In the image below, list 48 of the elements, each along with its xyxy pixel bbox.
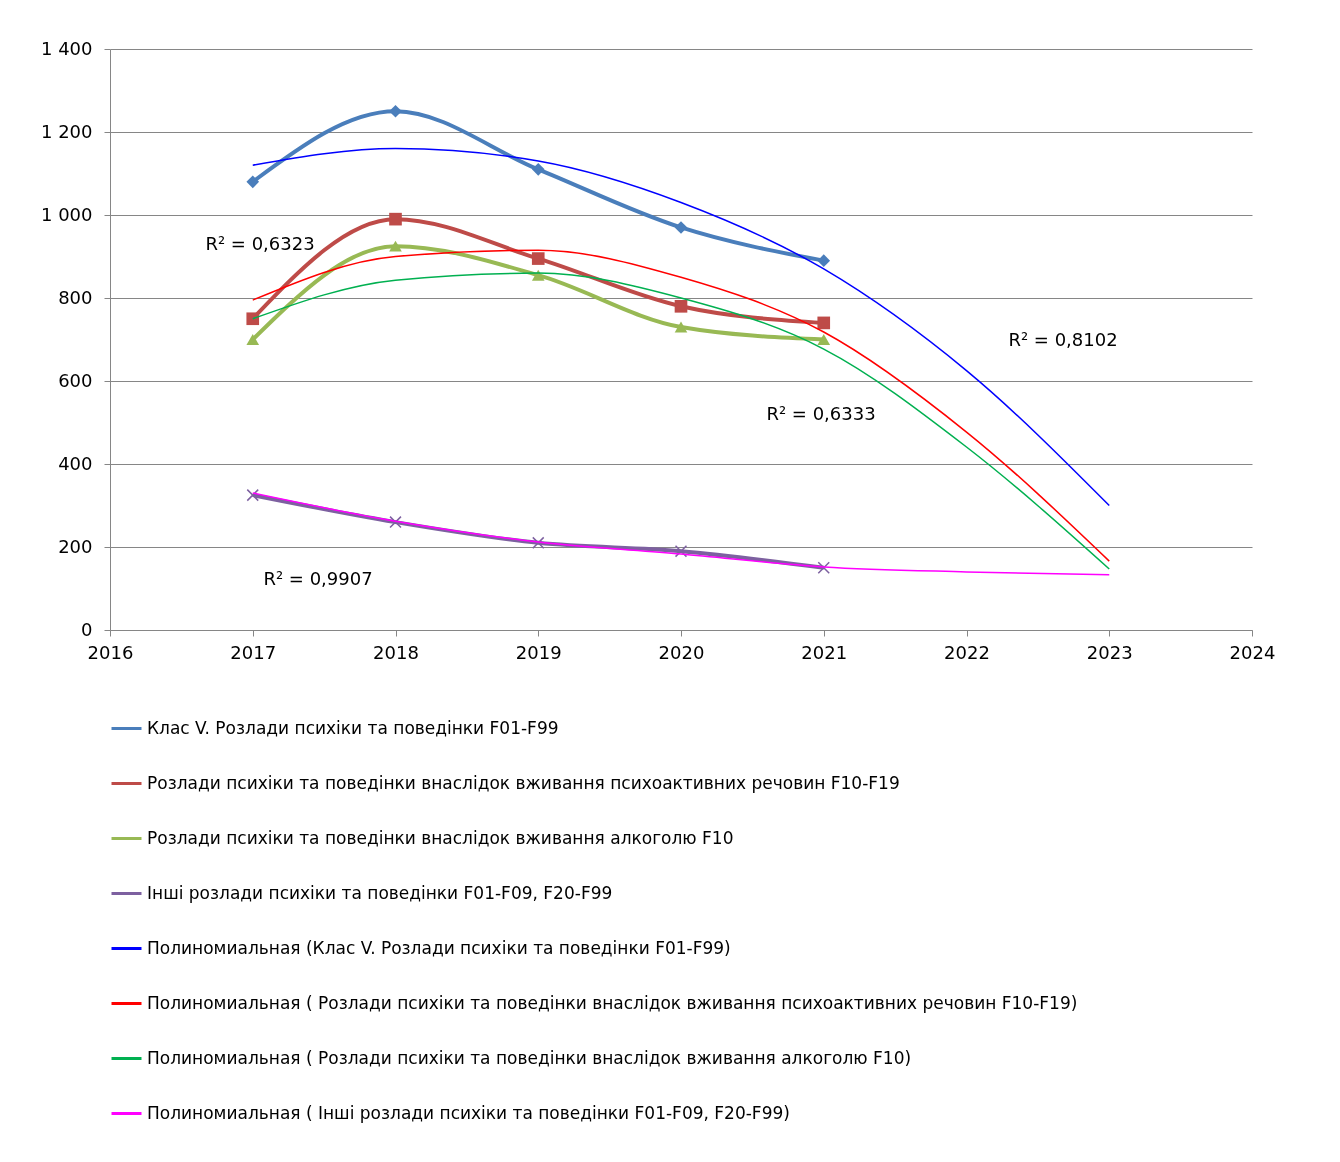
y-tick-label: 200 [58,535,93,557]
point [674,321,688,333]
legend-label: Полиномиальная ( Розлади психіки та поведінки внаслідок вживання алкоголю F10) [147,1047,912,1068]
y-tick-label: 1 200 [40,120,93,142]
legend-label: Клас V. Розлади психіки та поведінки F01-F99 [147,717,559,738]
y-tick-label: 0 [81,618,93,640]
point [246,334,260,345]
legend-label: Розлади психіки та поведінки внаслідок вживання психоактивних речовин F10-F19 [147,772,900,793]
y-tick-label: 600 [58,369,93,391]
annotation: R² = 0,8102 [1008,329,1118,350]
y-tick-label: 400 [58,452,93,474]
x-tick-label: 2018 [373,641,419,663]
y-tick-label: 800 [58,286,93,308]
point [817,561,830,574]
point [817,316,831,330]
point [817,254,831,267]
x-tick-label: 2017 [230,641,277,663]
legend-label: Полиномиальная ( Розлади психіки та поведінки внаслідок вживання психоактивних речовин F10-F19) [147,992,1078,1013]
point [674,221,688,234]
point [389,240,402,252]
point [532,536,545,550]
annotation: R² = 0,9907 [263,568,373,589]
y-tick-label: 1 400 [40,37,93,59]
legend-label: Полиномиальная ( Інші розлади психіки та поведінки F01-F09, F20-F99) [147,1102,790,1123]
point [246,312,260,326]
x-tick-label: 2016 [87,641,134,663]
point [246,175,260,189]
annotation: R² = 0,6333 [766,403,876,424]
x-tick-label: 2022 [944,641,990,663]
y-tick-label: 1 000 [40,203,93,225]
point [817,334,831,345]
point [674,299,688,313]
x-tick-label: 2024 [1229,641,1276,663]
point [246,488,259,502]
legend-label: Розлади психіки та поведінки внаслідок вживання алкоголю F10 [147,827,734,848]
annotation: R² = 0,6323 [205,233,315,254]
x-tick-label: 2019 [515,641,562,663]
point [389,515,402,529]
x-tick-label: 2023 [1086,641,1133,663]
x-tick-label: 2020 [658,641,705,663]
x-tick-label: 2021 [801,641,848,663]
legend-label: Інші розлади психіки та поведінки F01-F09, F20-F99 [147,882,613,903]
point [389,104,402,118]
point [389,212,402,226]
legend-label: Полиномиальная (Клас V. Розлади психіки та поведінки F01-F99) [147,937,731,958]
point [531,252,545,265]
point [531,163,545,176]
point [674,544,688,558]
